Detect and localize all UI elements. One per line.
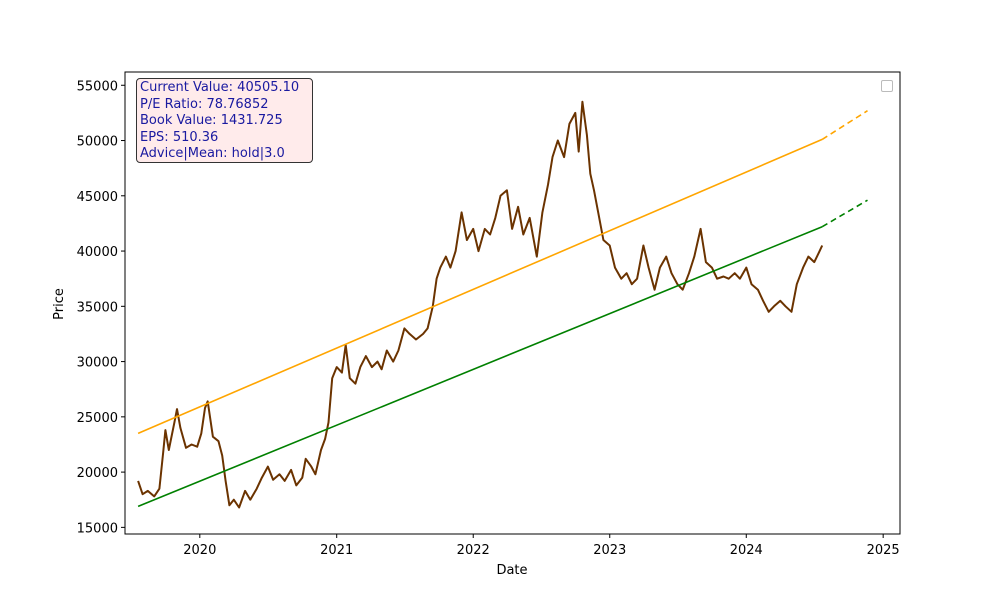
y-tick-label: 40000 [77,245,118,260]
x-axis-label: Date [496,563,527,578]
y-axis-label: Price [52,288,67,320]
y-tick-label: 35000 [77,300,118,315]
x-tick-label: 2021 [320,543,353,558]
x-tick-label: 2025 [867,543,900,558]
x-tick-label: 2020 [183,543,216,558]
x-axis: 2020 2021 2022 2023 2024 2025 [183,534,900,558]
x-tick-label: 2022 [457,543,490,558]
info-line: Current Value: 40505.10 [140,80,300,95]
info-line: EPS: 510.36 [140,129,219,145]
x-tick-label: 2024 [730,543,763,558]
plot-frame [124,71,901,535]
info-line: P/E Ratio: 78.76852 [140,96,269,112]
x-tick-label: 2023 [593,543,626,558]
series-line-upper [137,138,823,435]
y-tick-label: 50000 [77,135,118,150]
y-axis: 15000 20000 25000 30000 35000 40000 45000 50000… [77,79,125,536]
y-tick-label: 30000 [77,356,118,371]
info-line: Advice|Mean: hold|3.0 [140,146,285,161]
y-tick-label: 55000 [77,79,118,94]
y-tick-label: 45000 [77,190,118,205]
series-line-price [137,100,824,509]
stock-info-box: Current Value: 40505.10 P/E Ratio: 78.768… [136,78,313,163]
info-line: Book Value: 1431.725 [140,113,283,128]
series-projection-upper [821,110,868,141]
legend [881,80,893,92]
series-projection-lower [821,199,868,228]
y-tick-label: 20000 [77,466,118,481]
y-tick-label: 25000 [77,411,118,426]
y-tick-label: 15000 [77,521,118,536]
series-line-lower [137,225,823,508]
series-layer [137,100,868,509]
